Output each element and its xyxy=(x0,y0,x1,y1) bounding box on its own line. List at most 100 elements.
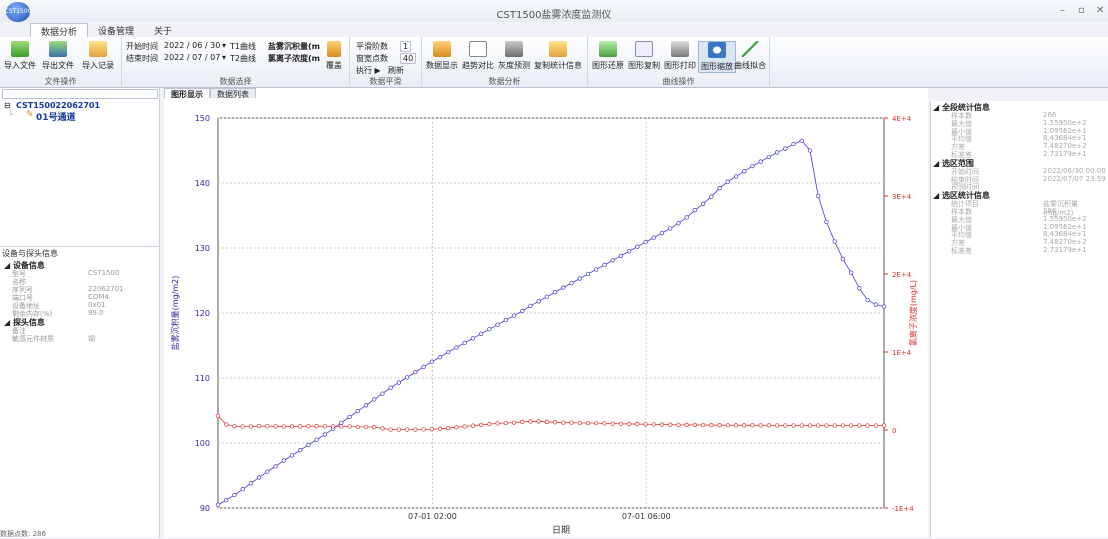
data-point xyxy=(306,424,311,429)
graph-zoom-button[interactable]: 图形缩放 xyxy=(698,41,736,73)
import-file-label: 导入文件 xyxy=(4,61,36,70)
prop-key: 敏感元件材质 xyxy=(12,335,54,343)
data-point xyxy=(248,481,254,486)
window-title: CST1500盐雾浓度监测仪 xyxy=(496,10,612,21)
trend-compare-button[interactable]: 趋势对比 xyxy=(462,41,494,71)
curve2-select[interactable]: 氯离子浓度(m xyxy=(268,54,320,63)
probe-info-section: ◢ 探头信息 xyxy=(4,318,45,327)
import-file-button[interactable]: 导入文件 xyxy=(4,41,36,71)
printer-icon xyxy=(671,41,689,57)
data-point xyxy=(298,424,303,429)
data-point xyxy=(454,425,459,430)
data-point xyxy=(421,364,426,370)
t2-curve-option[interactable]: T2曲线 xyxy=(230,54,256,63)
curve1-select[interactable]: 盐雾沉积量(m xyxy=(268,42,320,51)
end-time-picker[interactable]: 2022 / 07 / 07 xyxy=(164,53,221,62)
data-point xyxy=(511,420,517,425)
minimize-icon[interactable]: – xyxy=(1060,5,1065,16)
start-dropdown-icon[interactable]: ▾ xyxy=(222,41,227,50)
data-point xyxy=(733,174,739,179)
export-file-button[interactable]: 导出文件 xyxy=(42,41,74,71)
graph-print-button[interactable]: 图形打印 xyxy=(664,41,696,71)
data-point xyxy=(799,423,804,428)
data-display-button[interactable]: 数据显示 xyxy=(426,41,458,71)
copy-icon xyxy=(635,41,653,57)
smooth-order-stepper[interactable]: 1 xyxy=(400,41,412,52)
import-file-icon xyxy=(11,41,29,57)
import-record-button[interactable]: 导入记录 xyxy=(82,41,114,71)
y-tick-label: 130 xyxy=(195,244,210,253)
all-stats-key: 标准差 xyxy=(951,151,972,159)
tree-channel-node[interactable]: 01号通道 xyxy=(36,113,76,123)
tab-data-list[interactable]: 数据列表 xyxy=(210,88,256,99)
data-point xyxy=(709,422,714,428)
all-stats-value: 7.48270e+2 xyxy=(1043,142,1087,151)
data-display-label: 数据显示 xyxy=(426,61,458,70)
data-point xyxy=(248,424,254,429)
curve-ops-group-label: 曲线操作 xyxy=(662,77,695,86)
data-point xyxy=(807,423,813,428)
overlay-button[interactable]: 覆盖 xyxy=(326,41,342,71)
data-point xyxy=(487,422,492,427)
data-point xyxy=(750,423,755,428)
restore-icon xyxy=(599,41,617,57)
selection-stats-key: 平均值 xyxy=(951,231,972,240)
data-point xyxy=(692,208,698,213)
data-point xyxy=(355,424,360,430)
tab-data-analysis[interactable]: 数据分析 xyxy=(30,23,89,38)
t1-curve-option[interactable]: T1曲线 xyxy=(230,42,256,51)
graph-restore-button[interactable]: 图形还原 xyxy=(592,41,624,71)
data-point xyxy=(791,423,796,428)
data-point xyxy=(635,421,640,427)
data-point xyxy=(881,423,887,428)
data-point xyxy=(857,286,862,291)
data-point xyxy=(495,322,500,327)
y-tick-label: 110 xyxy=(195,374,210,383)
database-icon xyxy=(433,41,451,57)
end-dropdown-icon[interactable]: ▾ xyxy=(222,53,227,62)
maximize-icon[interactable]: ▫ xyxy=(1078,5,1085,16)
window-width-stepper[interactable]: 40 xyxy=(400,53,417,64)
prop-key: 剩余内存(%) xyxy=(12,310,53,318)
data-point xyxy=(840,423,846,428)
selection-stats-key: 标准差 xyxy=(951,247,972,255)
y-tick-label: 90 xyxy=(200,504,210,513)
data-point xyxy=(577,276,582,281)
graph-copy-button[interactable]: 图形复制 xyxy=(628,41,660,71)
data-point xyxy=(462,424,467,429)
center-tabs: 图形显示 数据列表 xyxy=(164,88,256,99)
selection-stats-value: 盐雾沉积量(mg/m2) xyxy=(1043,200,1078,218)
tab-graph-display[interactable]: 图形显示 xyxy=(164,88,210,99)
data-point xyxy=(569,280,574,286)
line-chart[interactable]: 90 100 110 120 130 140 150 -1E+4 0 1E+4 2E+4 3E+4 4E… xyxy=(164,98,928,538)
data-point xyxy=(684,215,689,220)
data-point xyxy=(824,219,829,225)
app-orb-button[interactable]: CST1500 xyxy=(5,2,31,22)
tab-device-management[interactable]: 设备管理 xyxy=(98,27,135,37)
data-point xyxy=(462,340,467,346)
close-icon[interactable]: ✕ xyxy=(1096,5,1105,16)
tree-device-node[interactable]: CST150022062701 xyxy=(16,101,101,110)
properties-panel: 设备与探头信息 ◢ 设备信息 型号 CST1500 名称 序列号 22062701 端口号 C… xyxy=(0,246,160,538)
gray-predict-button[interactable]: 灰度预测 xyxy=(498,41,530,71)
refresh-button[interactable]: 刷新 xyxy=(388,66,404,75)
start-time-picker[interactable]: 2022 / 06 / 30 xyxy=(164,41,221,50)
tree-collapse-icon[interactable]: ⊟ xyxy=(4,101,11,110)
run-button[interactable]: 执行 ▶ xyxy=(356,66,381,75)
data-point xyxy=(330,424,336,429)
data-point xyxy=(594,420,599,426)
curve-fit-button[interactable]: 曲线拟合 xyxy=(734,41,766,71)
data-point xyxy=(733,423,739,428)
window-width-label: 窗宽点数 xyxy=(356,54,388,63)
tree-search-input[interactable] xyxy=(2,89,158,99)
data-point xyxy=(561,420,566,425)
overlay-label: 覆盖 xyxy=(326,61,342,70)
data-point xyxy=(240,424,245,429)
data-point xyxy=(816,193,821,199)
copy-stats-button[interactable]: 复制统计信息 xyxy=(534,41,582,71)
export-file-label: 导出文件 xyxy=(42,61,74,70)
data-point xyxy=(840,256,846,262)
data-select-group-label: 数据选择 xyxy=(219,77,252,86)
data-point xyxy=(783,146,788,151)
tab-about[interactable]: 关于 xyxy=(154,27,173,37)
